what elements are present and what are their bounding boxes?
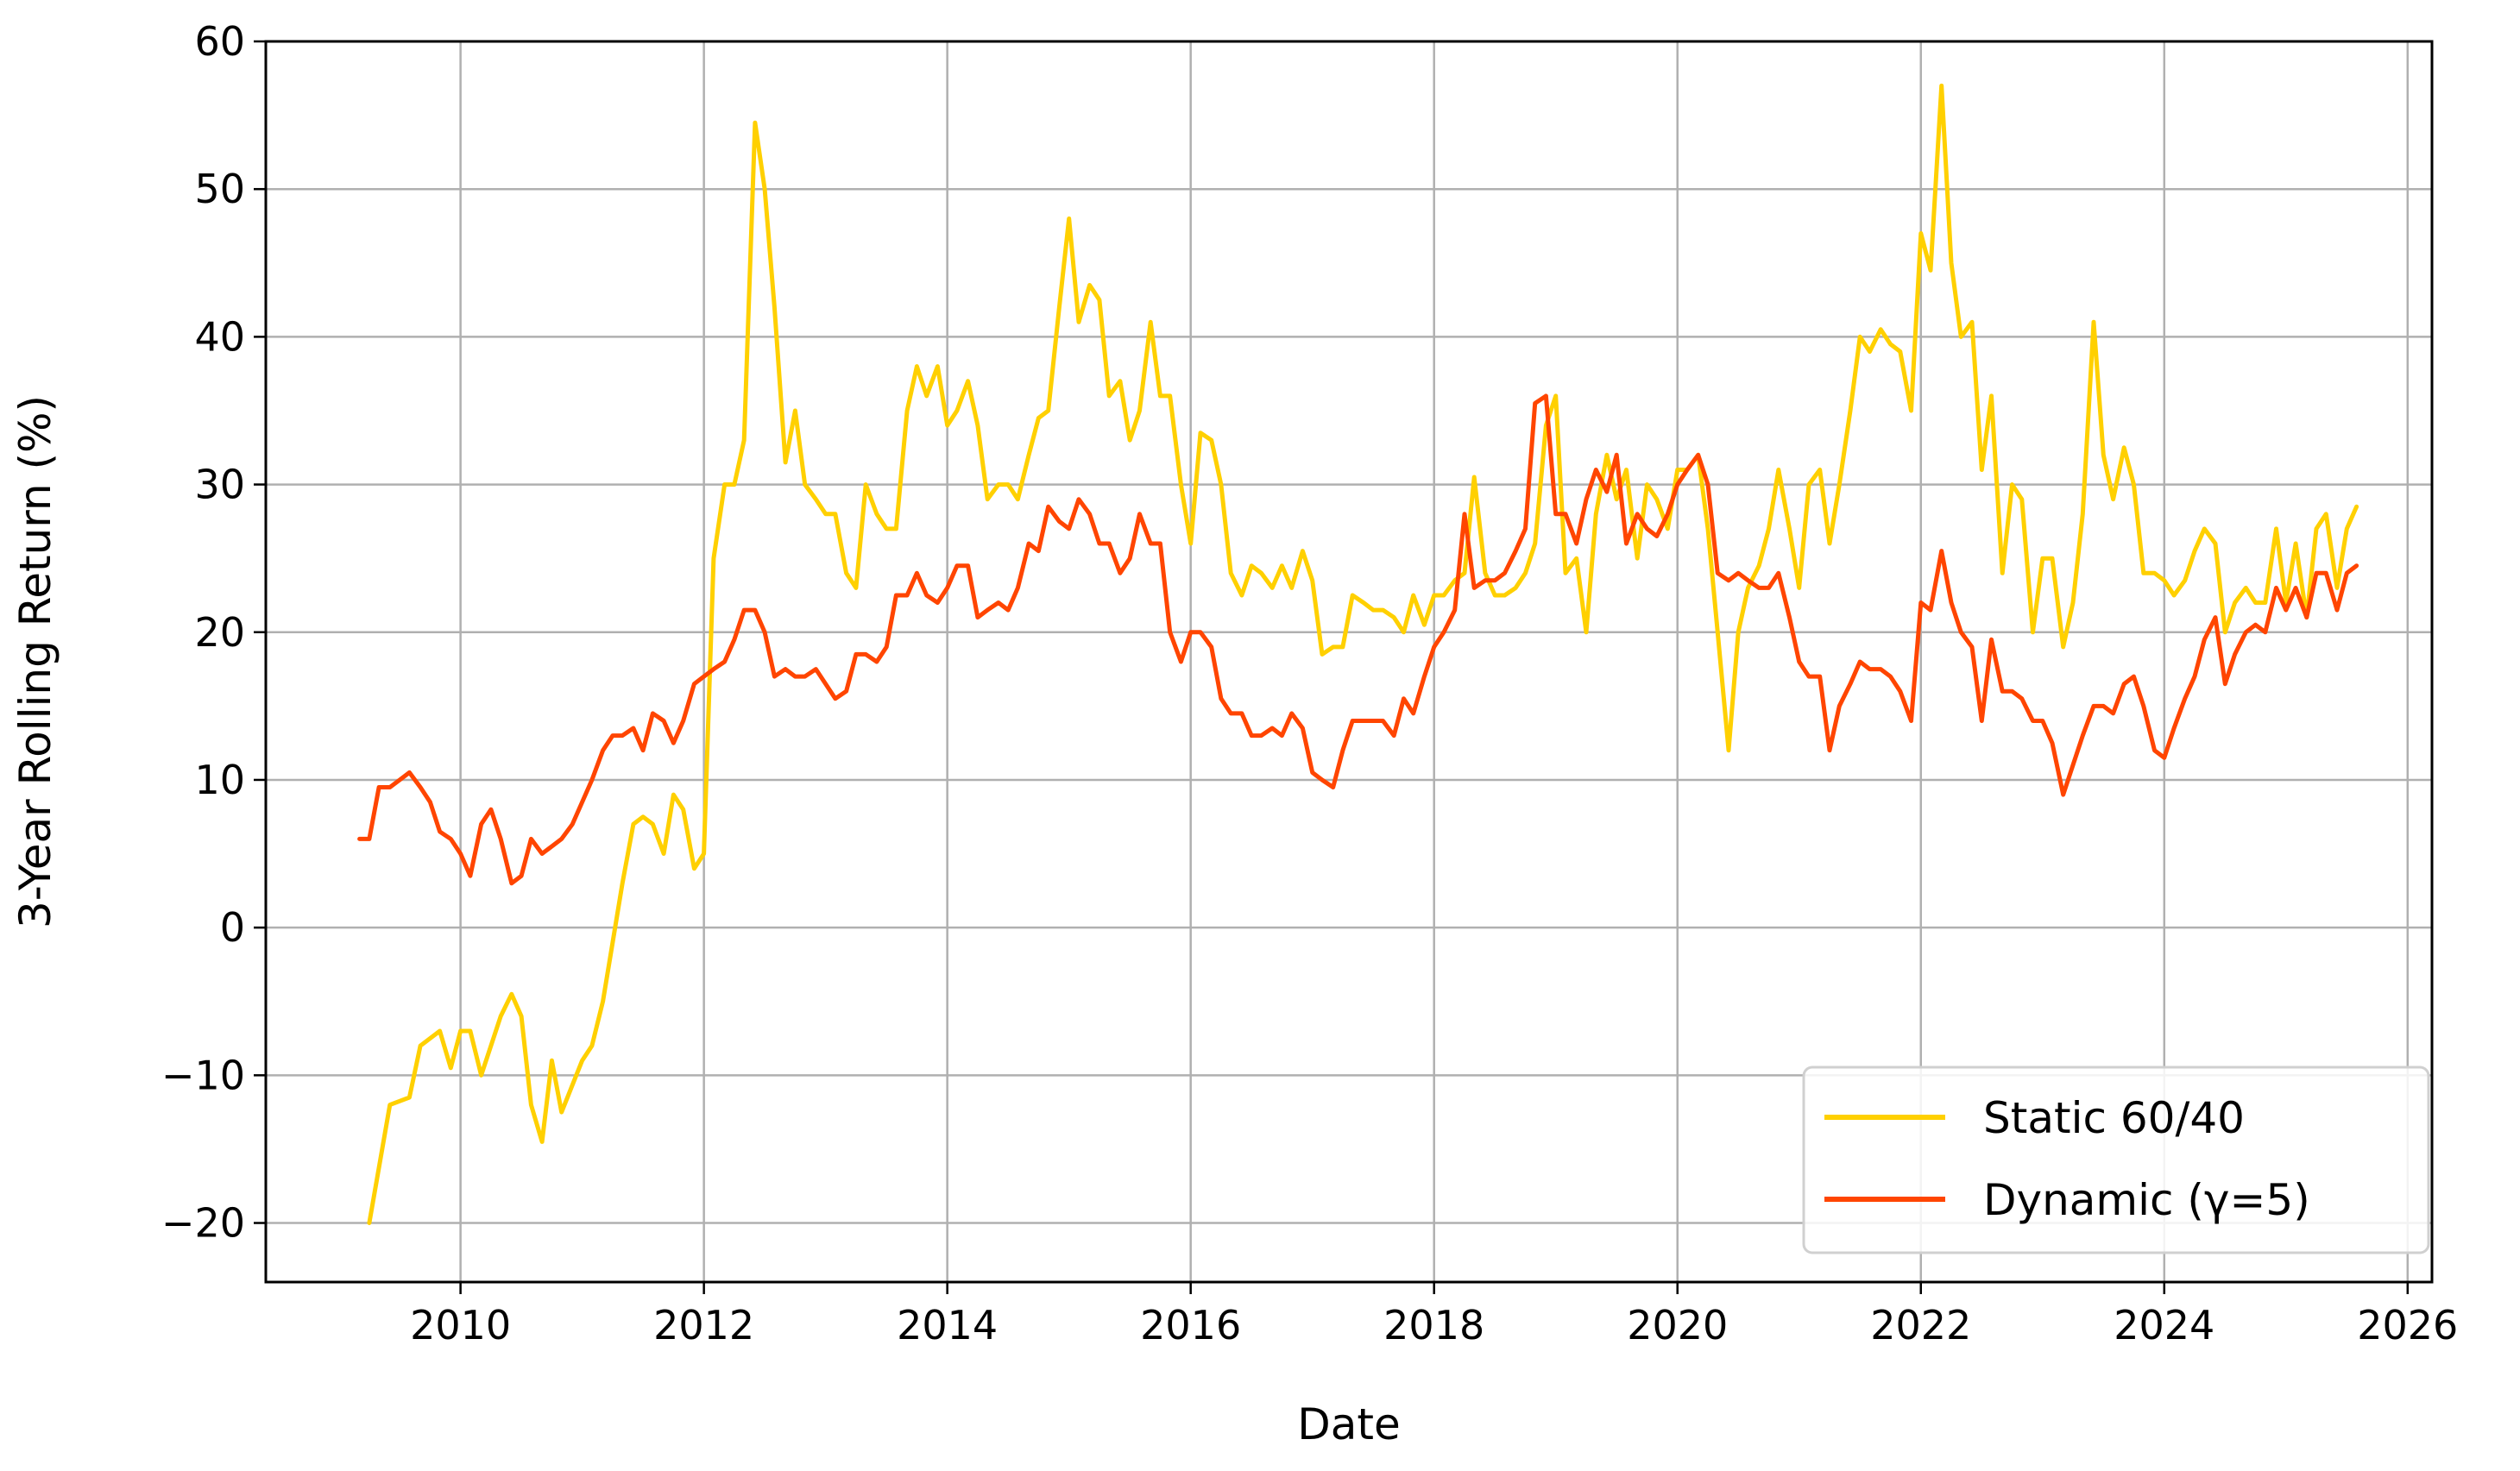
y-tick-label: 50: [194, 166, 245, 212]
y-tick-label: 10: [194, 757, 245, 803]
x-tick-label: 2020: [1627, 1302, 1728, 1348]
series-line-static: [367, 83, 2359, 1225]
y-tick-label: 30: [194, 462, 245, 508]
x-tick-label: 2014: [897, 1302, 998, 1348]
legend: Static 60/40 Dynamic (γ=5): [1802, 1066, 2430, 1254]
x-axis-label: Date: [1297, 1399, 1401, 1449]
x-tick-label: 2010: [410, 1302, 511, 1348]
y-tick-label: 60: [194, 18, 245, 65]
series-line-dynamic: [357, 393, 2359, 886]
y-tick-label: −10: [161, 1052, 245, 1098]
x-tick-label: 2026: [2357, 1302, 2458, 1348]
x-tick-label: 2016: [1140, 1302, 1241, 1348]
legend-label-static: Static 60/40: [1983, 1093, 2245, 1143]
y-tick-label: −20: [161, 1200, 245, 1247]
y-tick-label: 0: [220, 904, 245, 951]
y-tick-label: 40: [194, 313, 245, 360]
legend-box: [1802, 1066, 2430, 1254]
x-tick-label: 2018: [1383, 1302, 1484, 1348]
plot-frame: [264, 40, 2434, 1284]
axis-ticks: 2010 2012 2014 2016 2018 2020 2022 2024 2026−20−…: [161, 18, 2458, 1348]
y-axis-label: 3-Year Rolling Return (%): [10, 395, 60, 928]
x-tick-label: 2022: [1870, 1302, 1971, 1348]
x-tick-label: 2024: [2114, 1302, 2214, 1348]
y-tick-label: 20: [194, 609, 245, 656]
series-layer: [357, 83, 2359, 1225]
legend-label-dynamic: Dynamic (γ=5): [1983, 1175, 2310, 1225]
x-tick-label: 2012: [653, 1302, 754, 1348]
